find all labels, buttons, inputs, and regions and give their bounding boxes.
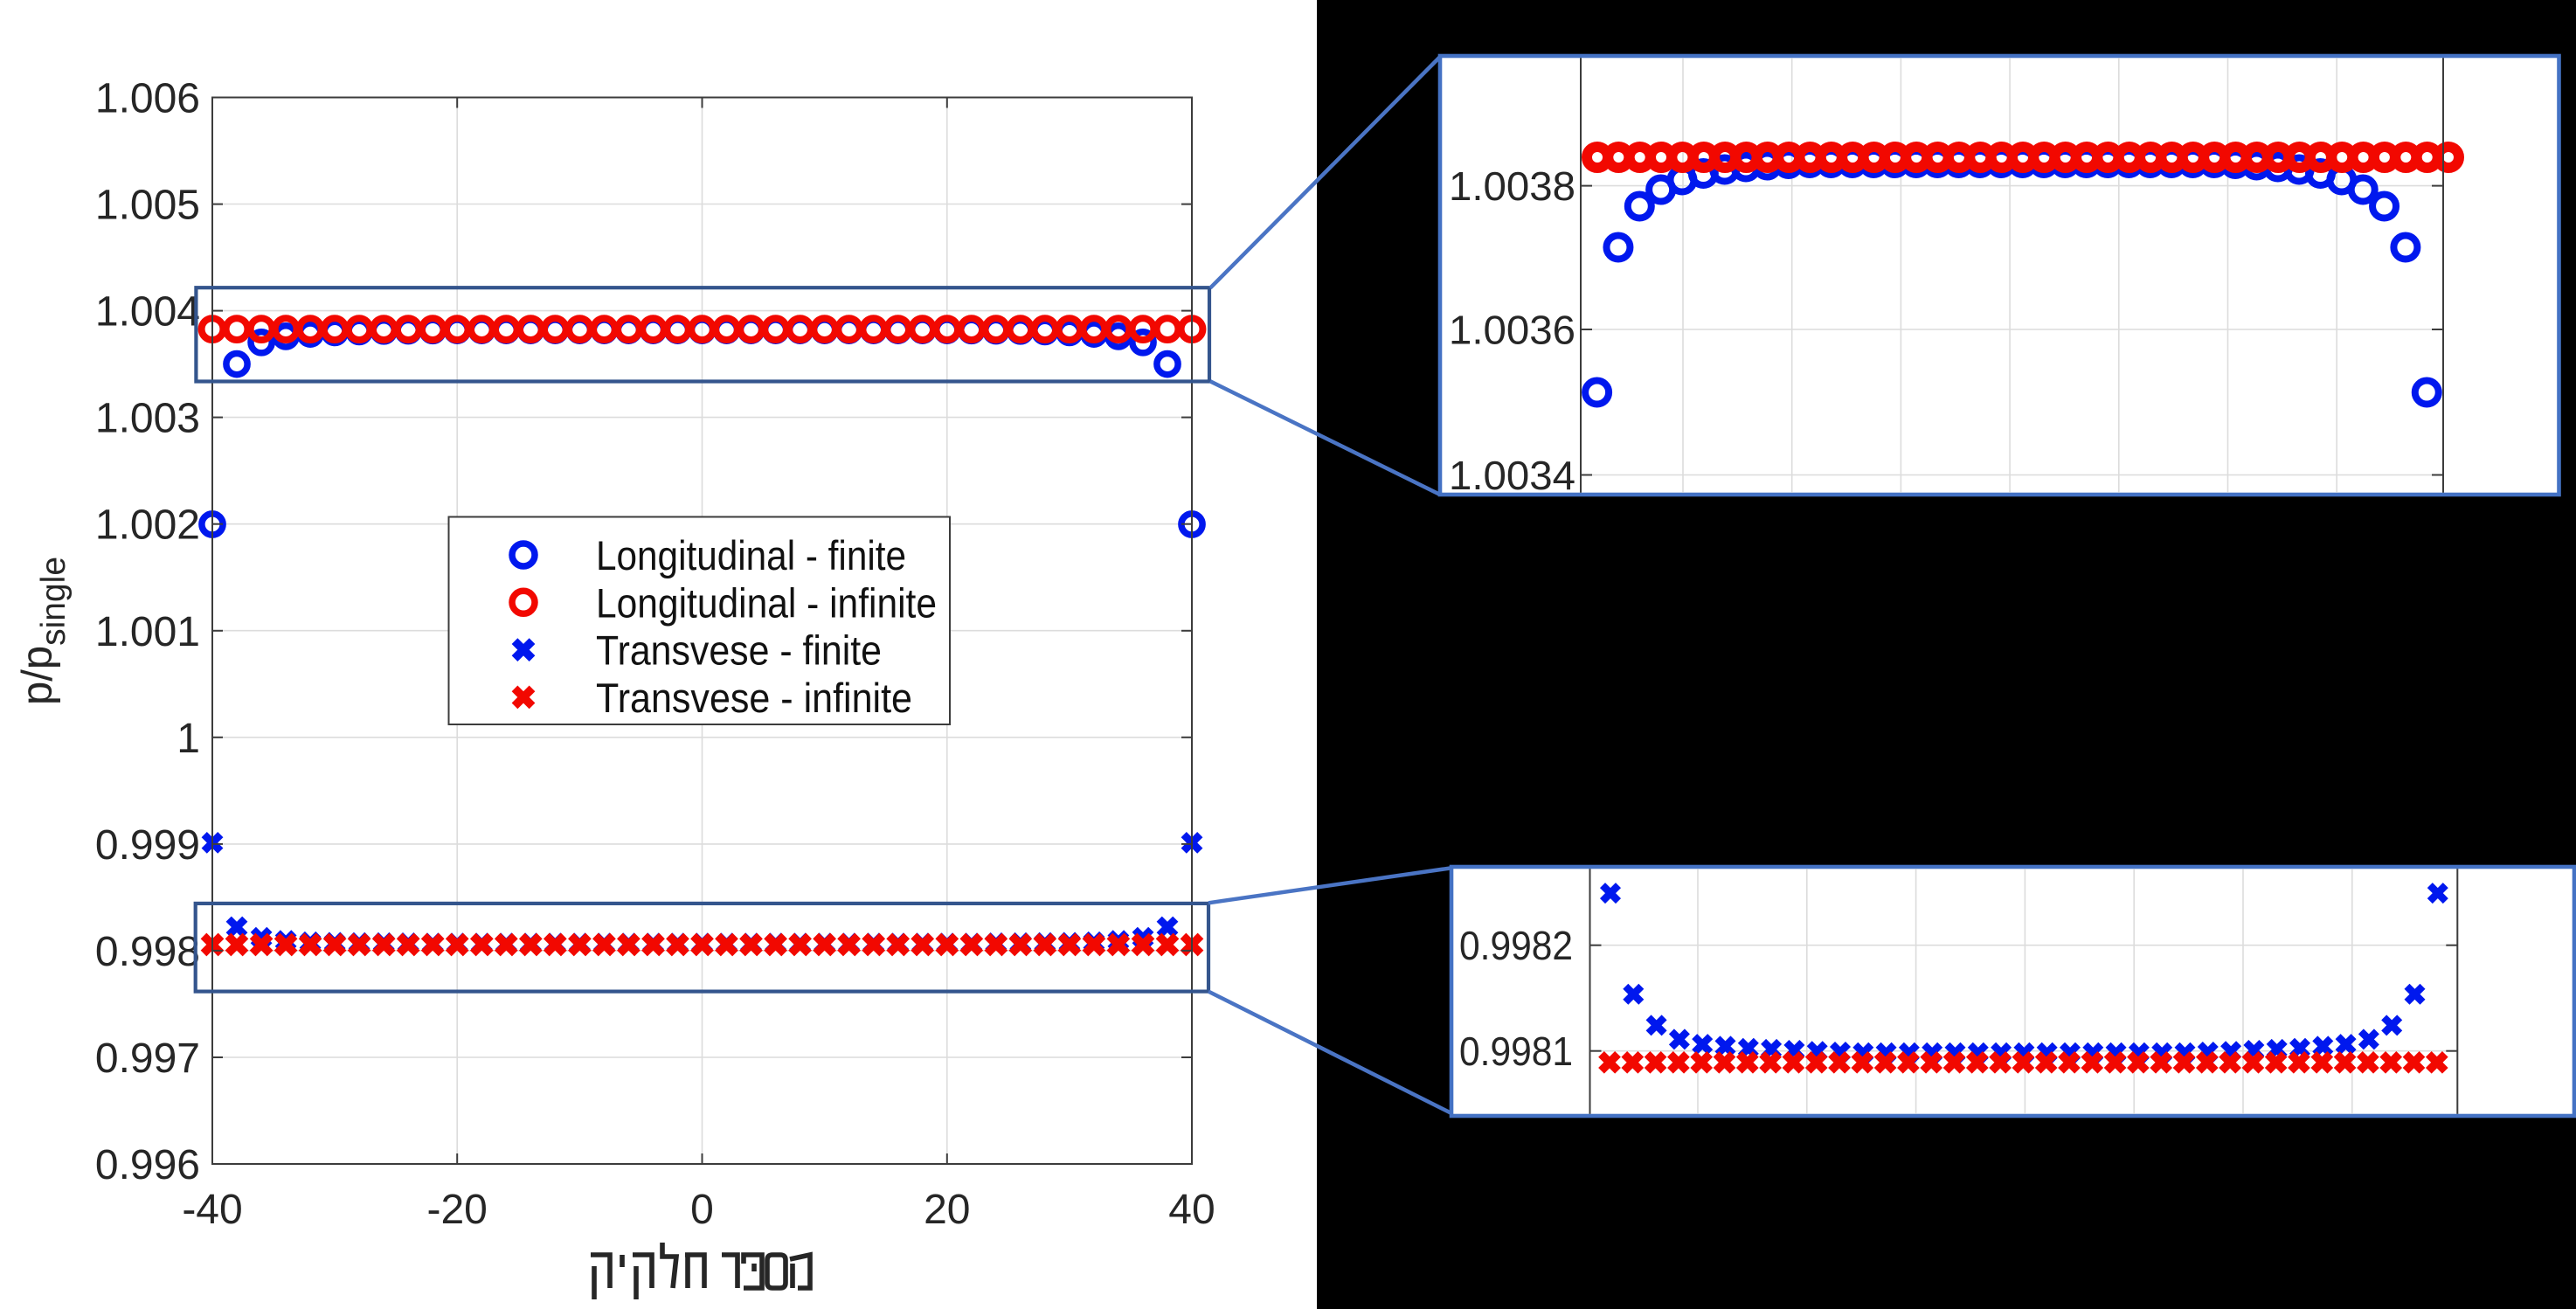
svg-text:0: 0: [690, 1187, 714, 1233]
svg-text:1.006: 1.006: [95, 76, 200, 122]
svg-text:0.997: 0.997: [95, 1035, 200, 1082]
svg-text:1.002: 1.002: [95, 502, 200, 549]
svg-text:-40: -40: [182, 1187, 242, 1233]
svg-text:Transvese - finite: Transvese - finite: [596, 627, 882, 674]
svg-text:40: 40: [1168, 1187, 1215, 1233]
svg-text:1: 1: [177, 716, 200, 762]
svg-text:p/psingle: p/psingle: [14, 557, 73, 705]
svg-text:0.999: 0.999: [95, 822, 200, 869]
svg-text:1.0034: 1.0034: [1449, 453, 1575, 498]
svg-text:20: 20: [924, 1187, 970, 1233]
svg-text:1.004: 1.004: [95, 289, 200, 336]
svg-text:-20: -20: [427, 1187, 488, 1233]
svg-text:1.003: 1.003: [95, 396, 200, 442]
svg-text:Longitudinal - infinite: Longitudinal - infinite: [596, 579, 937, 626]
svg-text:Transvese - infinite: Transvese - infinite: [596, 675, 912, 721]
svg-text:0.9982: 0.9982: [1459, 923, 1573, 968]
svg-text:0.996: 0.996: [95, 1142, 200, 1188]
svg-text:1.005: 1.005: [95, 183, 200, 229]
svg-text:1.001: 1.001: [95, 609, 200, 655]
svg-text:1.0038: 1.0038: [1449, 163, 1575, 209]
svg-text:1.0036: 1.0036: [1449, 308, 1575, 353]
svg-text:0.998: 0.998: [95, 929, 200, 975]
svg-text:Longitudinal - finite: Longitudinal - finite: [596, 532, 906, 578]
svg-text:0.9981: 0.9981: [1459, 1028, 1573, 1074]
